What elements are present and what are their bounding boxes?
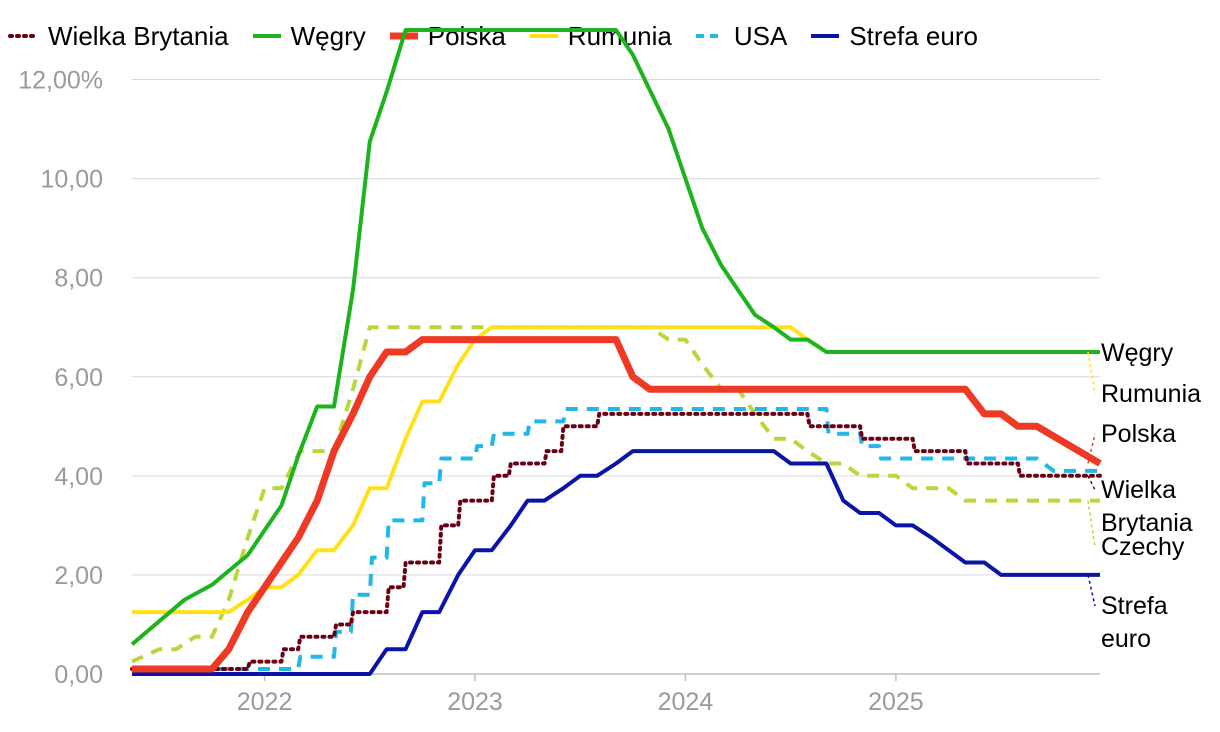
y-tick-label: 10,00 xyxy=(40,166,103,194)
y-tick-label: 0,00 xyxy=(54,661,103,689)
y-axis-ticks: 0,00 2,00 4,00 6,00 8,00 10,00 12,00% xyxy=(18,67,103,689)
end-label-strefa-euro: euro xyxy=(1101,625,1151,653)
end-labels: Wielka Brytania Węgry Polska Rumunia Czechy St… xyxy=(1087,339,1201,653)
legend-item-strefa-euro: Strefa euro xyxy=(809,21,978,52)
end-label-wielka-brytania: Wielka xyxy=(1101,476,1176,504)
end-label-connector xyxy=(1087,351,1096,395)
legend-item-węgry: Węgry xyxy=(251,21,366,52)
y-tick-label: 8,00 xyxy=(54,265,103,293)
legend-item-polska: Polska xyxy=(388,21,506,52)
y-tick-label: 4,00 xyxy=(54,463,103,491)
end-label-węgry: Węgry xyxy=(1101,339,1174,367)
legend-label: Polska xyxy=(427,20,506,51)
series-line-usa xyxy=(132,407,1100,671)
series-line-strefa-euro xyxy=(132,449,1100,676)
legend-swatch xyxy=(8,34,40,38)
end-label-connector xyxy=(1087,500,1096,548)
legend-label: Węgry xyxy=(290,20,366,51)
end-label-connector xyxy=(1087,351,1096,354)
end-label-polska: Polska xyxy=(1101,420,1176,448)
legend-swatch xyxy=(252,34,281,38)
series-line-węgry xyxy=(130,28,1100,646)
legend-label: Strefa euro xyxy=(849,20,978,51)
x-tick-label: 2022 xyxy=(237,688,293,716)
end-label-connector xyxy=(1087,433,1096,464)
x-tick-label: 2025 xyxy=(868,688,924,716)
end-label-wielka-brytania: Brytania xyxy=(1101,509,1193,537)
series-line-rumunia xyxy=(132,325,1100,615)
series-line-wielka-brytania xyxy=(130,411,1102,671)
y-tick-label: 12,00% xyxy=(18,67,103,95)
legend-label: USA xyxy=(733,20,788,51)
legend-swatch xyxy=(695,34,724,38)
end-label-rumunia: Rumunia xyxy=(1101,380,1201,408)
legend-swatch xyxy=(811,34,840,38)
legend-item-wielka-brytania: Wielka Brytania xyxy=(8,21,229,52)
legend-item-rumunia: Rumunia xyxy=(528,21,672,52)
y-tick-label: 2,00 xyxy=(54,562,103,590)
x-tick-label: 2023 xyxy=(447,688,503,716)
legend-label: Wielka Brytania xyxy=(48,20,229,51)
legend: Wielka Brytania Węgry Polska Rumunia USA Stre… xyxy=(8,16,1000,56)
series-lines xyxy=(130,28,1102,676)
end-label-connector xyxy=(1087,574,1096,607)
series-line-czechy xyxy=(131,325,1100,664)
end-label-czechy: Czechy xyxy=(1101,533,1185,561)
gridlines xyxy=(132,79,1100,675)
x-tick-label: 2024 xyxy=(658,688,714,716)
legend-swatch xyxy=(529,34,558,38)
x-axis-ticks: 2022 2023 2024 2025 xyxy=(237,674,924,716)
legend-item-usa: USA xyxy=(694,21,787,52)
end-label-connector xyxy=(1087,475,1096,491)
series-line-polska xyxy=(132,336,1102,673)
end-label-strefa-euro: Strefa xyxy=(1101,592,1168,620)
y-tick-label: 6,00 xyxy=(54,364,103,392)
